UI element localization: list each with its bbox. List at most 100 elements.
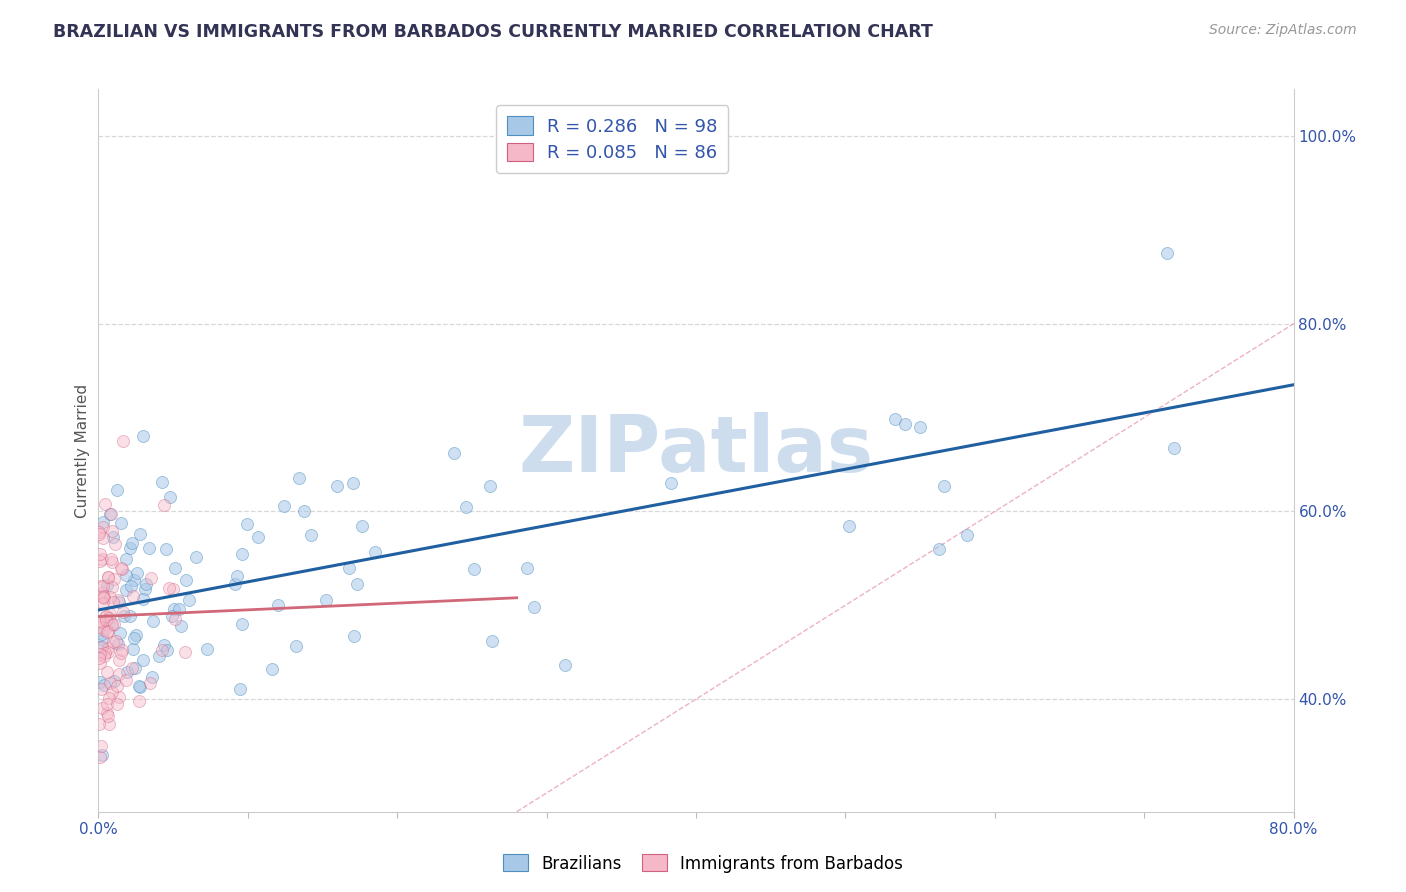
- Point: [105, 680, 128, 694]
- Point: [90, 579, 112, 593]
- Legend: Brazilians, Immigrants from Barbados: Brazilians, Immigrants from Barbados: [496, 847, 910, 880]
- Point: [908, 419, 931, 434]
- Point: [93, 678, 115, 692]
- Point: [195, 642, 218, 657]
- Point: [454, 500, 477, 514]
- Point: [131, 653, 153, 667]
- Point: [87, 524, 110, 539]
- Point: [121, 661, 143, 675]
- Point: [157, 581, 180, 595]
- Point: [163, 601, 186, 615]
- Point: [463, 562, 485, 576]
- Point: [114, 568, 136, 582]
- Point: [115, 665, 138, 679]
- Point: [89, 614, 111, 628]
- Point: [97, 691, 120, 706]
- Point: [96, 578, 118, 592]
- Point: [103, 674, 125, 689]
- Text: BRAZILIAN VS IMMIGRANTS FROM BARBADOS CURRENTLY MARRIED CORRELATION CHART: BRAZILIAN VS IMMIGRANTS FROM BARBADOS CU…: [53, 23, 934, 41]
- Point: [89, 640, 111, 654]
- Point: [226, 568, 249, 582]
- Point: [139, 571, 162, 585]
- Point: [838, 519, 860, 533]
- Point: [104, 634, 127, 648]
- Point: [89, 674, 111, 689]
- Point: [112, 605, 135, 619]
- Point: [101, 635, 124, 649]
- Point: [110, 625, 132, 640]
- Point: [91, 748, 114, 763]
- Point: [111, 434, 134, 448]
- Point: [162, 608, 184, 623]
- Point: [96, 665, 118, 679]
- Point: [129, 527, 152, 541]
- Point: [142, 614, 165, 628]
- Point: [934, 479, 956, 493]
- Point: [122, 641, 145, 656]
- Point: [173, 645, 195, 659]
- Point: [152, 498, 174, 512]
- Point: [138, 541, 160, 555]
- Text: Source: ZipAtlas.com: Source: ZipAtlas.com: [1209, 23, 1357, 37]
- Point: [96, 706, 118, 720]
- Point: [100, 552, 122, 566]
- Point: [97, 645, 120, 659]
- Point: [101, 616, 124, 631]
- Point: [89, 656, 111, 670]
- Point: [90, 739, 112, 753]
- Point: [231, 616, 253, 631]
- Point: [153, 638, 176, 652]
- Point: [131, 592, 153, 607]
- Point: [956, 528, 979, 542]
- Point: [108, 690, 131, 705]
- Point: [343, 629, 366, 643]
- Point: [292, 504, 315, 518]
- Point: [96, 625, 118, 640]
- Point: [91, 579, 114, 593]
- Point: [162, 582, 184, 597]
- Point: [262, 662, 284, 676]
- Point: [659, 476, 682, 491]
- Point: [152, 475, 174, 489]
- Point: [91, 586, 114, 600]
- Point: [128, 679, 150, 693]
- Point: [93, 497, 115, 511]
- Point: [122, 589, 145, 603]
- Point: [184, 550, 207, 565]
- Point: [93, 591, 115, 605]
- Point: [120, 609, 142, 624]
- Point: [91, 590, 114, 604]
- Point: [247, 530, 270, 544]
- Point: [98, 508, 121, 522]
- Point: [96, 697, 118, 711]
- Point: [167, 602, 190, 616]
- Y-axis label: Currently Married: Currently Married: [75, 384, 90, 517]
- Point: [91, 552, 114, 566]
- Point: [100, 590, 122, 604]
- Point: [91, 520, 114, 534]
- Point: [91, 531, 114, 545]
- Point: [107, 595, 129, 609]
- Point: [155, 541, 177, 556]
- Point: [98, 611, 121, 625]
- Point: [110, 516, 132, 530]
- Point: [91, 633, 114, 648]
- Point: [115, 551, 138, 566]
- Point: [107, 637, 129, 651]
- Point: [894, 417, 917, 431]
- Point: [97, 570, 120, 584]
- Point: [1156, 246, 1178, 260]
- Point: [127, 566, 149, 581]
- Point: [224, 577, 246, 591]
- Point: [110, 561, 132, 575]
- Point: [91, 515, 114, 529]
- Point: [90, 682, 112, 697]
- Point: [138, 676, 160, 690]
- Point: [89, 717, 111, 731]
- Point: [236, 516, 259, 531]
- Point: [443, 446, 465, 460]
- Point: [132, 429, 155, 443]
- Point: [87, 620, 110, 634]
- Point: [326, 479, 349, 493]
- Point: [352, 519, 374, 533]
